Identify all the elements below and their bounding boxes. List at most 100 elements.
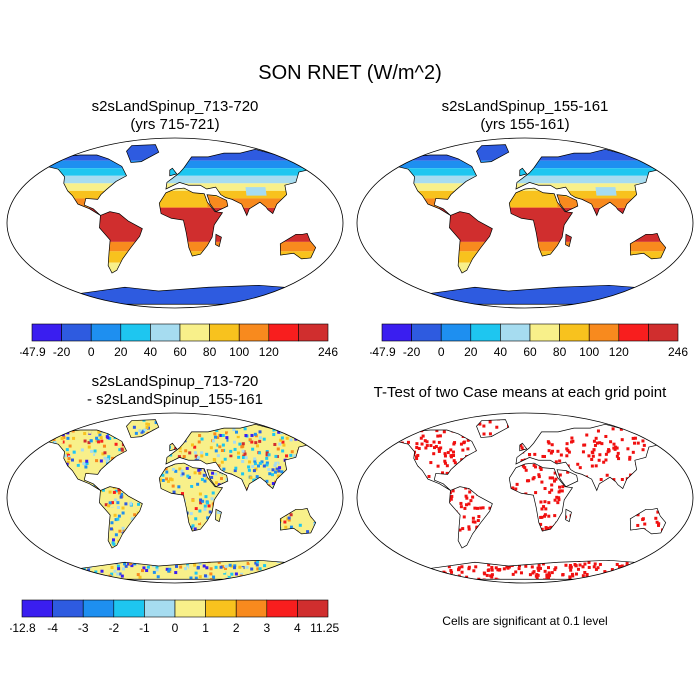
colorbar-tick-label: -1 (139, 621, 150, 635)
panel-4-title-line-1: T-Test of two Case means at each grid po… (373, 384, 667, 401)
coastline-arabia (206, 469, 229, 488)
colorbar-tick-label: 60 (523, 345, 537, 359)
colorbar-swatch (144, 599, 176, 618)
coastline-arabia (556, 194, 579, 213)
colorbar-tick-label: 3 (263, 621, 270, 635)
significance-note: Cells are significant at 0.1 level (442, 614, 608, 628)
colorbar-panel-3: -12.8 -4 -3 -2 -1 0 1 2 3 4 11.251 (10, 599, 340, 635)
colorbar-swatch (266, 599, 298, 618)
coastline-madagascar (565, 508, 572, 523)
colorbar-tick-label: 20 (114, 345, 128, 359)
coastline-australia (629, 232, 667, 260)
colorbar-tick-label: 0 (88, 345, 95, 359)
coastline-namerica (382, 154, 477, 216)
colorbar-swatch (120, 323, 151, 342)
colorbar-swatch (150, 323, 181, 342)
coastline-antarctica (376, 559, 674, 580)
colorbar-tick-label: 20 (464, 345, 478, 359)
colorbar-tick-label: 120 (259, 345, 279, 359)
colorbar-tick-label: 0 (172, 621, 179, 635)
colorbar-swatch (235, 599, 268, 618)
coastline-africa (158, 187, 224, 257)
colorbar-tick-label: -47.9 (370, 345, 396, 359)
panel-1-title: s2sLandSpinup_713-720 (yrs 715-721) (40, 98, 310, 134)
colorbar-swatch (52, 599, 84, 618)
coastline-uk (519, 167, 528, 177)
colorbar-swatch (21, 599, 53, 618)
colorbar-swatch (500, 323, 531, 342)
colorbar-tick-label: 40 (494, 345, 508, 359)
colorbar-swatch (209, 323, 240, 342)
coastline-uk (169, 167, 178, 177)
colorbar-tick-label: 1 (202, 621, 209, 635)
colorbar-swatch (529, 323, 560, 342)
colorbar-tick-label: 246 (318, 345, 338, 359)
colorbar-tick-label: -3 (78, 621, 89, 635)
coastline-africa (508, 462, 574, 532)
coastline-madagascar (565, 233, 572, 248)
colorbar-tick-label: 80 (203, 345, 217, 359)
map-panel-3 (6, 412, 344, 584)
coastline-arabia (556, 469, 579, 488)
coastline-eurasia (165, 148, 328, 217)
coastline-greenland (126, 419, 160, 438)
coastline-arabia (206, 194, 229, 213)
coastline-australia (279, 507, 317, 535)
map-panel-2 (356, 137, 694, 309)
colorbar-swatch (297, 599, 329, 618)
colorbar-tick-label: 4 (294, 621, 301, 635)
map-panel-4 (356, 412, 694, 584)
coastline-namerica (32, 154, 127, 216)
coastline-africa (508, 187, 574, 257)
coastline-eurasia (515, 423, 678, 492)
coastline-antarctica (26, 284, 324, 305)
colorbar-swatch (82, 599, 115, 618)
coastline-australia (629, 507, 667, 535)
coastline-uk (519, 442, 528, 452)
coastline-namerica (32, 429, 127, 491)
colorbar-tick-label: -20 (53, 345, 71, 359)
main-title: SON RNET (W/m^2) (258, 62, 442, 84)
colorbar-tick-label: -4 (47, 621, 58, 635)
panel-2-title-line-2: (yrs 155-161) (480, 116, 570, 133)
colorbar-tick-label: 100 (229, 345, 249, 359)
coastline-eurasia (165, 423, 328, 492)
coastline-samerica (449, 486, 493, 549)
panel-4-title: T-Test of two Case means at each grid po… (350, 384, 690, 402)
colorbar-swatch (179, 323, 210, 342)
colorbar-swatch (648, 323, 679, 342)
map-background (357, 413, 693, 583)
panel-3-title-line-1: s2sLandSpinup_713-720 (91, 373, 259, 390)
map-border (6, 412, 344, 584)
panel-3-title: s2sLandSpinup_713-720 - s2sLandSpinup_15… (40, 373, 310, 409)
coastline-greenland (126, 144, 160, 163)
colorbar-tick-label: 60 (173, 345, 187, 359)
colorbar-tick-label: 80 (553, 345, 567, 359)
coastline-samerica (99, 486, 143, 549)
colorbar-tick-label: 120 (609, 345, 629, 359)
colorbar-tick-label: 2 (233, 621, 240, 635)
coastline-madagascar (215, 508, 222, 523)
colorbar-tick-label: 246 (668, 345, 688, 359)
colorbar-panel-2: -47.9 -20 0 20 40 60 80 100 120 246 (370, 323, 688, 359)
colorbar-swatch (411, 323, 442, 342)
colorbar-swatch (559, 323, 590, 342)
colorbar-swatch (205, 599, 237, 618)
colorbar-swatch (90, 323, 122, 342)
colorbar-tick-label: 40 (144, 345, 158, 359)
coastline-australia (279, 232, 317, 260)
colorbar-tick-label: -47.9 (20, 345, 46, 359)
colorbar-swatch (238, 323, 270, 342)
colorbar-tick-label: -2 (108, 621, 119, 635)
colorbar-panel-1: -47.9 -20 0 20 40 60 80 100 120 246 (20, 323, 338, 359)
map-panel-1 (6, 137, 344, 309)
map-border (6, 137, 344, 309)
panel-1-title-line-1: s2sLandSpinup_713-720 (91, 98, 259, 115)
coastline-samerica (449, 211, 493, 274)
map-border (356, 137, 694, 309)
coastline-antarctica (376, 284, 674, 305)
map-border (356, 412, 694, 584)
colorbar-tick-label: -12.8 (10, 621, 36, 635)
colorbar-swatch (440, 323, 472, 342)
coastline-greenland (476, 144, 510, 163)
